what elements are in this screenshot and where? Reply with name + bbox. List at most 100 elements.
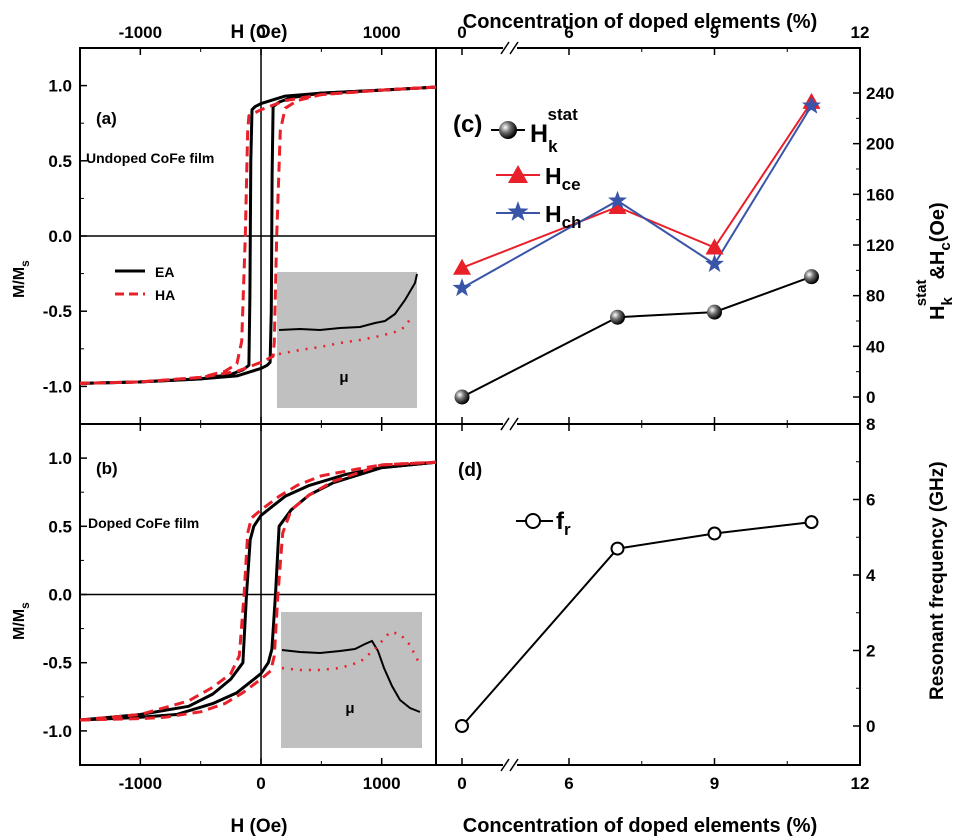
y-tick-label: 0.5 — [48, 517, 72, 536]
axis-break-mark — [500, 41, 510, 55]
axis-break-mark — [509, 417, 519, 431]
inset-b-mu-label: μ — [345, 700, 354, 717]
legend-fr-label: fr — [556, 508, 571, 539]
legend-ea-label: EA — [155, 264, 174, 280]
hch-point — [608, 190, 627, 209]
series-line-1 — [461, 101, 813, 269]
x-tick-label: 6 — [564, 23, 573, 42]
hce-point — [453, 258, 471, 275]
fr-line — [461, 521, 812, 727]
panel-d: 0 6 9 12 0 2 4 6 8 — [455, 415, 876, 793]
x-tick-label: 9 — [710, 23, 719, 42]
axis-break-mark — [500, 417, 510, 431]
legend-hk-label: Hkstat — [530, 105, 578, 156]
x-tick-label: 1000 — [363, 23, 401, 42]
inset-a-mu-label: μ — [339, 369, 348, 386]
legend-hk-marker — [499, 121, 517, 139]
axis-break-mark — [509, 41, 519, 55]
panel-b-label: (b) — [96, 459, 118, 478]
legend-hch-marker — [507, 201, 529, 221]
y-tick-label: 1.0 — [48, 77, 72, 96]
y-tick-label: 40 — [866, 337, 885, 356]
panel-b: 1.0 0.5 0.0 -0.5 -1.0 -1000 0 1000 — [43, 424, 437, 793]
legend-hch-label: Hch — [545, 201, 581, 232]
y-tick-label: -1.0 — [43, 722, 72, 741]
y-tick-label: 4 — [866, 566, 876, 585]
doped-film-label: Doped CoFe film — [88, 515, 199, 531]
fr-point — [804, 515, 819, 530]
panel-c-label: (c) — [453, 111, 482, 138]
x-tick-label: 1000 — [363, 774, 401, 793]
hce-point — [608, 198, 627, 214]
panel-a-y-axis-label: M/Ms — [11, 260, 32, 298]
fr-point — [455, 719, 469, 733]
y-tick-label: 6 — [866, 491, 875, 510]
hk-stat-point — [610, 309, 625, 325]
x-tick-label: 9 — [710, 774, 719, 793]
series-line-0 — [461, 275, 812, 398]
inset-b-background — [281, 612, 422, 748]
legend-hce-marker — [508, 165, 528, 183]
x-tick-label: 12 — [851, 774, 870, 793]
plot-frame — [79, 47, 861, 766]
x-tick-label: 0 — [457, 23, 466, 42]
y-tick-label: 1.0 — [48, 449, 72, 468]
panel-b-y-axis-label: M/Ms — [11, 602, 32, 640]
y-tick-label: 0.5 — [48, 152, 72, 171]
y-tick-label: 240 — [866, 84, 894, 103]
inset-b-ha-curve — [281, 630, 422, 672]
y-tick-label: 0 — [866, 717, 875, 736]
top-left-x-axis-label: H (Oe) — [231, 22, 288, 43]
panel-d-label: (d) — [458, 460, 482, 481]
x-tick-label: 0 — [256, 23, 265, 42]
panel-a: 1.0 0.5 0.0 -0.5 -1.0 -1000 0 1000 — [43, 23, 437, 424]
series-ea-curve — [79, 460, 437, 722]
y-tick-label: 8 — [866, 415, 875, 434]
top-right-x-axis-label: Concentration of doped elements (%) — [463, 11, 817, 33]
x-tick-label: -1000 — [119, 774, 162, 793]
x-tick-label: -1000 — [119, 23, 162, 42]
fr-point — [707, 526, 722, 541]
legend-fr-marker — [525, 513, 541, 529]
series-ha-curve — [79, 460, 437, 722]
series-ha-curve — [79, 460, 437, 722]
panel-a-label: (a) — [96, 109, 117, 128]
y-tick-label: 80 — [866, 287, 885, 306]
inset-a-background — [277, 272, 417, 408]
x-tick-label: 0 — [457, 774, 466, 793]
axis-break-mark — [509, 758, 519, 772]
y-tick-label: 2 — [866, 642, 875, 661]
x-tick-label: 6 — [564, 774, 573, 793]
legend-hce-label: Hce — [545, 163, 581, 194]
hch-point — [705, 254, 724, 273]
y-tick-label: -0.5 — [43, 302, 72, 321]
hk-stat-point — [804, 269, 819, 285]
inset-a-ea-curve — [278, 273, 418, 332]
series-ha-curve — [79, 85, 437, 385]
fr-point — [610, 541, 625, 556]
y-tick-label: 0 — [866, 388, 875, 407]
hch-point — [802, 95, 821, 114]
right-bottom-y-axis-label: Resonant frequency (GHz) — [927, 461, 948, 700]
outer-frame — [79, 47, 861, 766]
y-tick-label: -1.0 — [43, 377, 72, 396]
bottom-right-x-axis-label: Concentration of doped elements (%) — [463, 815, 817, 837]
y-tick-label: -0.5 — [43, 654, 72, 673]
undoped-film-label: Undoped CoFe film — [86, 150, 214, 166]
y-tick-label: 160 — [866, 185, 894, 204]
x-tick-label: 12 — [851, 23, 870, 42]
series-line-2 — [461, 105, 813, 289]
right-top-y-axis-label: Hkstat&Hc(Oe) — [913, 202, 956, 320]
legend-ha-label: HA — [155, 287, 175, 303]
y-tick-label: 0.0 — [48, 586, 72, 605]
inset-a-ha-curve — [278, 315, 414, 356]
series-ea-curve — [79, 85, 437, 385]
y-tick-label: 0.0 — [48, 227, 72, 246]
bottom-left-x-axis-label: H (Oe) — [231, 816, 288, 837]
hk-stat-point — [454, 389, 470, 405]
y-tick-label: 200 — [866, 135, 894, 154]
hce-point — [705, 238, 724, 255]
hk-stat-point — [707, 304, 722, 320]
